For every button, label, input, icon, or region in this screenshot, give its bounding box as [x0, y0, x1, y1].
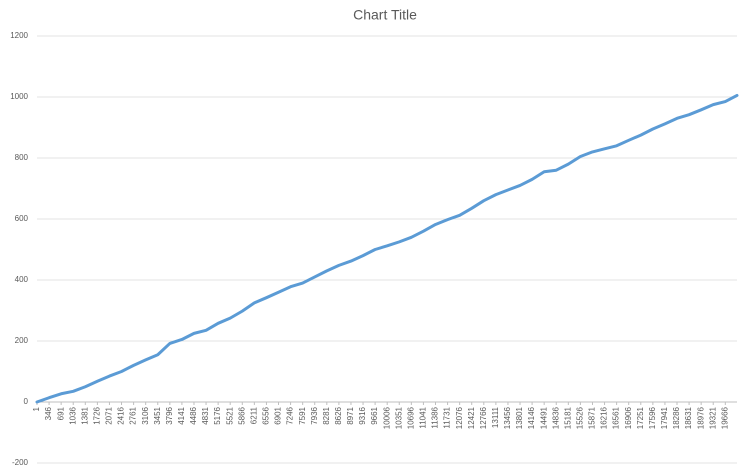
x-tick-label: 4831 — [201, 406, 210, 424]
x-tick-label: 1726 — [92, 406, 101, 424]
x-tick-label: 5866 — [237, 406, 246, 424]
x-tick-label: 16906 — [624, 406, 633, 429]
x-tick-label: 6211 — [249, 406, 258, 424]
y-tick-label: 800 — [15, 153, 29, 162]
x-tick-label: 13456 — [503, 406, 512, 429]
x-tick-label: 14836 — [551, 406, 560, 429]
x-tick-label: 346 — [44, 406, 53, 420]
x-tick-label: 17941 — [660, 406, 669, 429]
x-tick-label: 19321 — [708, 406, 717, 429]
x-tick-label: 11041 — [419, 406, 428, 428]
x-tick-label: 13801 — [515, 406, 524, 429]
x-tick-label: 18631 — [684, 406, 693, 429]
x-tick-label: 3451 — [153, 406, 162, 424]
x-tick-label: 11731 — [443, 406, 452, 428]
x-tick-label: 15181 — [563, 406, 572, 429]
x-tick-label: 18976 — [696, 406, 705, 429]
x-tick-label: 10351 — [394, 406, 403, 429]
y-tick-label: -200 — [12, 458, 29, 465]
x-tick-label: 12766 — [479, 406, 488, 429]
data-line — [35, 93, 739, 404]
x-tick-label: 12076 — [455, 406, 464, 429]
y-tick-label: 1000 — [10, 92, 28, 101]
y-tick-label: 200 — [15, 336, 29, 345]
x-tick-label: 2071 — [105, 406, 114, 424]
x-tick-label: 16216 — [600, 406, 609, 429]
x-tick-label: 4486 — [189, 406, 198, 424]
x-tick-label: 4141 — [177, 406, 186, 424]
x-tick-label: 6556 — [262, 406, 271, 424]
x-tick-label: 15526 — [576, 406, 585, 429]
x-tick-label: 2416 — [117, 406, 126, 424]
y-tick-label: 0 — [24, 397, 29, 406]
x-tick-label: 14491 — [539, 406, 548, 429]
x-tick-label: 9661 — [370, 406, 379, 424]
x-tick-label: 16561 — [612, 406, 621, 429]
x-tick-label: 2761 — [129, 406, 138, 424]
x-tick-label: 3106 — [141, 406, 150, 424]
x-tick-label: 9316 — [358, 406, 367, 424]
x-tick-label: 3796 — [165, 406, 174, 424]
y-tick-label: 600 — [15, 214, 29, 223]
x-tick-label: 1381 — [80, 406, 89, 424]
x-tick-label: 17596 — [648, 406, 657, 429]
x-tick-label: 691 — [56, 406, 65, 420]
chart-title: Chart Title — [353, 7, 417, 23]
x-tick-label: 11386 — [431, 406, 440, 428]
x-tick-label: 18286 — [672, 406, 681, 429]
x-tick-label: 6901 — [274, 406, 283, 424]
x-tick-label: 19666 — [720, 406, 729, 429]
x-tick-label: 5521 — [225, 406, 234, 424]
x-tick-label: 8971 — [346, 406, 355, 424]
x-tick-label: 15871 — [588, 406, 597, 429]
x-tick-label: 5176 — [213, 406, 222, 424]
x-tick-label: 1036 — [68, 406, 77, 424]
x-tick-label: 8626 — [334, 406, 343, 424]
x-tick-label: 7936 — [310, 406, 319, 424]
x-tick-label: 8281 — [322, 406, 331, 424]
x-tick-label: 10696 — [406, 406, 415, 429]
x-tick-label: 1 — [32, 406, 41, 411]
x-tick-label: 10006 — [382, 406, 391, 429]
x-tick-label: 7246 — [286, 406, 295, 424]
x-tick-label: 7591 — [298, 406, 307, 424]
x-tick-label: 17251 — [636, 406, 645, 429]
x-tick-label: 12421 — [467, 406, 476, 429]
x-tick-label: 14146 — [527, 406, 536, 429]
y-tick-label: 1200 — [10, 31, 28, 40]
y-tick-label: 400 — [15, 275, 29, 284]
x-tick-label: 13111 — [491, 406, 500, 428]
